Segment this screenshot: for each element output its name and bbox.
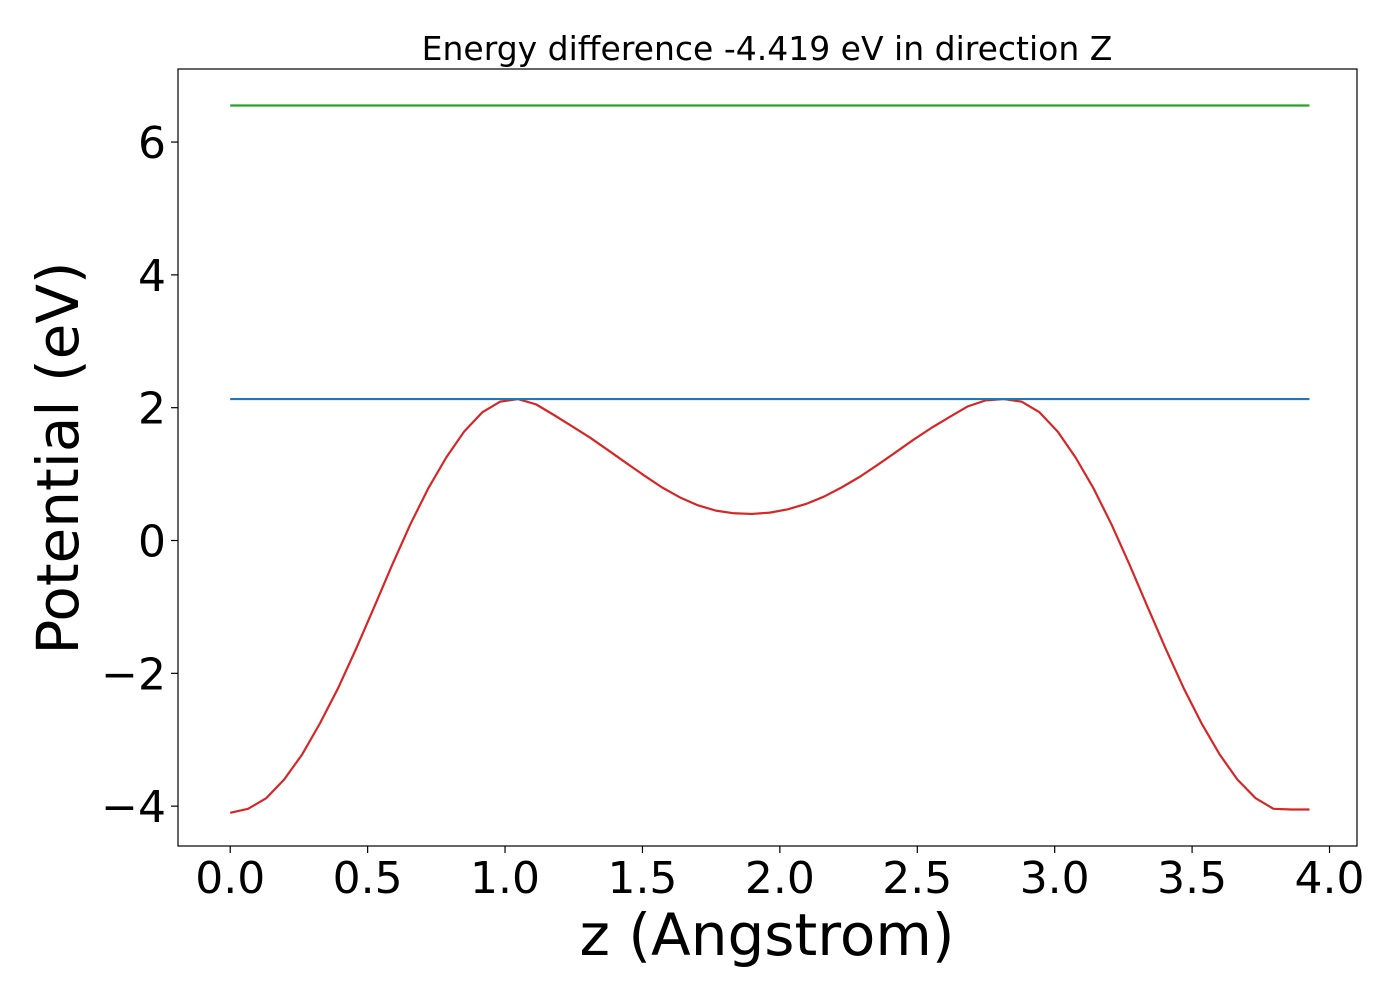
y-tick-label: −4 <box>101 782 166 833</box>
x-tick-label: 3.5 <box>1157 853 1227 904</box>
x-tick-label: 3.0 <box>1020 853 1090 904</box>
y-tick-label: 0 <box>138 517 166 568</box>
x-axis-label: z (Angstrom) <box>580 901 955 969</box>
series-layer <box>229 104 1310 814</box>
series-line-0 <box>229 397 1310 814</box>
x-axis-ticks: 0.0 0.5 1.0 1.5 2.0 2.5 3.0 3.5 4.0 <box>195 846 1365 904</box>
y-tick-label: −2 <box>101 649 166 700</box>
y-axis-ticks: −4 −2 0 2 4 6 <box>101 118 178 833</box>
y-tick-label: 6 <box>138 118 166 169</box>
x-tick-label: 2.0 <box>745 853 815 904</box>
y-tick-label: 4 <box>138 251 166 302</box>
x-tick-label: 0.5 <box>333 853 403 904</box>
plot-area <box>177 68 1358 847</box>
x-tick-label: 1.0 <box>470 853 540 904</box>
chart-title: Energy difference -4.419 eV in direction… <box>422 29 1113 68</box>
y-axis-label: Potential (eV) <box>24 261 92 654</box>
x-tick-label: 2.5 <box>882 853 952 904</box>
y-tick-label: 2 <box>138 384 166 435</box>
x-tick-label: 1.5 <box>607 853 677 904</box>
x-tick-label: 4.0 <box>1295 853 1365 904</box>
x-tick-label: 0.0 <box>195 853 265 904</box>
